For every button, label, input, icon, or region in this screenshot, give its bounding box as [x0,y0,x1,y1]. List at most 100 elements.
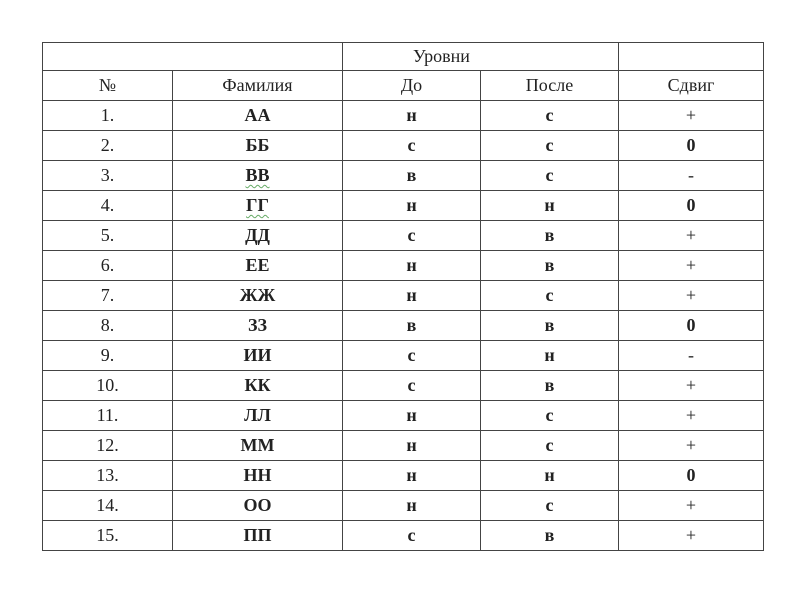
shift-cell: 0 [618,130,764,161]
table-row: 8. ЗЗ в в 0 [42,310,764,341]
surname-cell: ВВ [172,160,343,191]
row-number: 7. [42,280,173,311]
table-row: 14. ОО н с + [42,490,764,521]
table-row: 1. АА н с + [42,100,764,131]
level-after-cell: с [480,430,619,461]
level-before-cell: н [342,100,481,131]
table-row: 5. ДД с в + [42,220,764,251]
surname-cell: ББ [172,130,343,161]
row-number: 10. [42,370,173,401]
surname-cell: АА [172,100,343,131]
level-after-cell: в [480,370,619,401]
level-after-cell: н [480,190,619,221]
row-number: 15. [42,520,173,551]
row-number: 1. [42,100,173,131]
surname-cell: КК [172,370,343,401]
table-row: 7. ЖЖ н с + [42,280,764,311]
empty-header-cell [618,42,764,71]
col-header-num: № [42,70,173,101]
surname-cell: ЖЖ [172,280,343,311]
table-row: 13. НН н н 0 [42,460,764,491]
row-number: 13. [42,460,173,491]
level-before-cell: н [342,430,481,461]
level-before-cell: в [342,310,481,341]
col-header-before: До [342,70,481,101]
level-before-cell: н [342,460,481,491]
level-after-cell: с [480,490,619,521]
shift-cell: + [618,220,764,251]
col-header-shift: Сдвиг [618,70,764,101]
row-number: 2. [42,130,173,161]
shift-cell: + [618,280,764,311]
row-number: 12. [42,430,173,461]
surname-cell: ГГ [172,190,343,221]
surname-cell: ДД [172,220,343,251]
surname-cell: ЛЛ [172,400,343,431]
table-row: 3. ВВ в с - [42,160,764,191]
level-after-cell: н [480,340,619,371]
shift-cell: 0 [618,310,764,341]
header-row-group: Уровни [42,42,764,71]
shift-cell: 0 [618,190,764,221]
shift-cell: 0 [618,460,764,491]
shift-cell: - [618,340,764,371]
surname-cell: ИИ [172,340,343,371]
level-after-cell: н [480,460,619,491]
shift-cell: + [618,490,764,521]
empty-header-cell [42,42,343,71]
level-after-cell: с [480,160,619,191]
surname-cell: ЗЗ [172,310,343,341]
row-number: 4. [42,190,173,221]
shift-cell: - [618,160,764,191]
level-before-cell: с [342,220,481,251]
level-after-cell: с [480,280,619,311]
shift-cell: + [618,370,764,401]
level-before-cell: н [342,280,481,311]
row-number: 14. [42,490,173,521]
level-before-cell: с [342,340,481,371]
level-before-cell: н [342,400,481,431]
table-row: 12. ММ н с + [42,430,764,461]
row-number: 3. [42,160,173,191]
surname-cell: ОО [172,490,343,521]
table-row: 9. ИИ с н - [42,340,764,371]
surname-cell: НН [172,460,343,491]
level-after-cell: с [480,100,619,131]
row-number: 11. [42,400,173,431]
shift-cell: + [618,100,764,131]
level-after-cell: в [480,220,619,251]
level-before-cell: н [342,190,481,221]
level-after-cell: в [480,520,619,551]
shift-cell: + [618,400,764,431]
levels-group-header: Уровни [342,42,619,71]
level-before-cell: н [342,490,481,521]
row-number: 8. [42,310,173,341]
table-row: 2. ББ с с 0 [42,130,764,161]
level-after-cell: с [480,400,619,431]
level-before-cell: с [342,130,481,161]
level-before-cell: в [342,160,481,191]
surname-cell: ММ [172,430,343,461]
shift-cell: + [618,250,764,281]
surname-cell: ЕЕ [172,250,343,281]
row-number: 9. [42,340,173,371]
level-after-cell: в [480,310,619,341]
table-row: 15. ПП с в + [42,520,764,551]
levels-table: Уровни № Фамилия До После Сдвиг 1. АА н с +2… [42,42,764,551]
level-before-cell: с [342,370,481,401]
table-row: 4. ГГ н н 0 [42,190,764,221]
table-row: 6. ЕЕ н в + [42,250,764,281]
row-number: 5. [42,220,173,251]
surname-cell: ПП [172,520,343,551]
header-row-columns: № Фамилия До После Сдвиг [42,70,764,101]
table-row: 11. ЛЛ н с + [42,400,764,431]
row-number: 6. [42,250,173,281]
shift-cell: + [618,520,764,551]
level-before-cell: н [342,250,481,281]
level-after-cell: с [480,130,619,161]
table-row: 10. КК с в + [42,370,764,401]
level-before-cell: с [342,520,481,551]
col-header-surname: Фамилия [172,70,343,101]
col-header-after: После [480,70,619,101]
shift-cell: + [618,430,764,461]
